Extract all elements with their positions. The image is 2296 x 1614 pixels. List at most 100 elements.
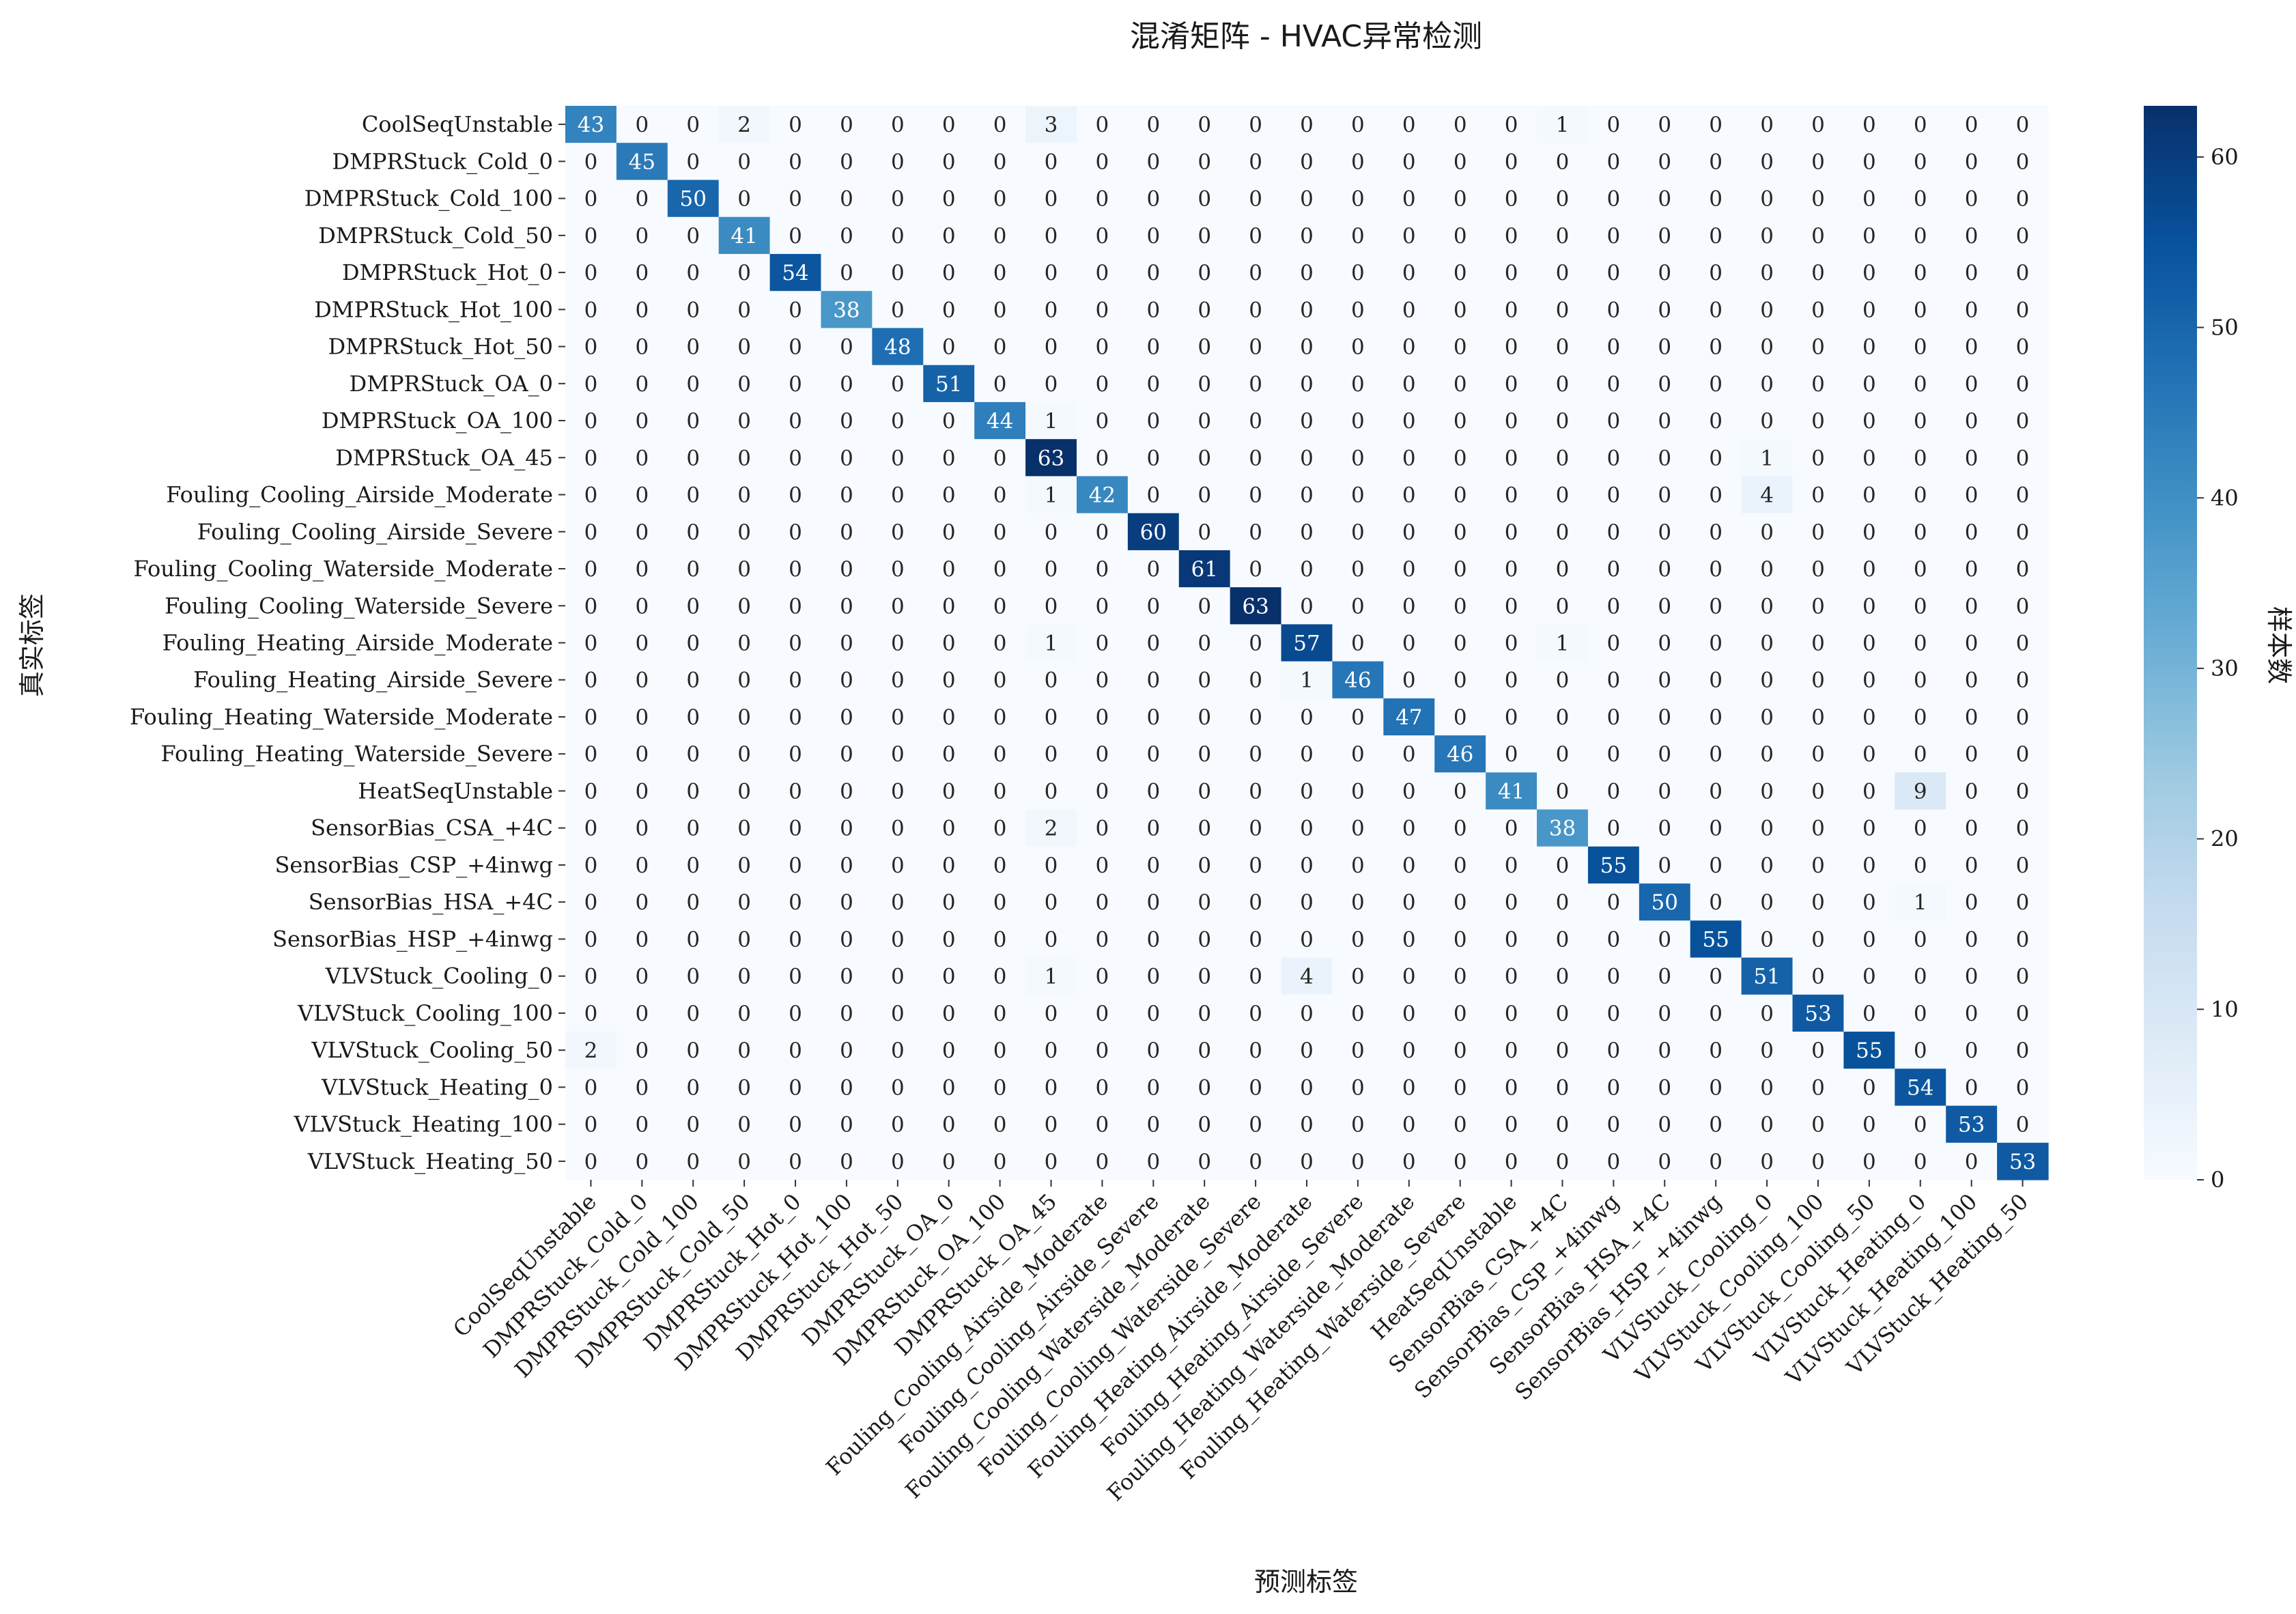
- heatmap-cell: [1792, 216, 1845, 255]
- cell-value-label: 0: [840, 779, 853, 804]
- cell-value-label: 0: [635, 1150, 649, 1174]
- heatmap-cell: [565, 328, 617, 366]
- heatmap-cell: [1639, 809, 1691, 847]
- cell-value-label: 0: [789, 965, 802, 989]
- heatmap-cell: [1434, 439, 1486, 477]
- heatmap-cell: [1895, 365, 1946, 403]
- cell-value-label: 0: [1045, 1038, 1058, 1063]
- heatmap-cell: [667, 920, 720, 959]
- cell-value-label: 0: [1505, 1038, 1518, 1063]
- cell-value-label: 0: [1300, 483, 1314, 508]
- cell-value-label: 0: [1965, 817, 1979, 841]
- cell-value-label: 0: [635, 965, 649, 989]
- heatmap-cell: [1127, 291, 1180, 329]
- cell-value-label: 0: [1811, 965, 1825, 989]
- cell-value-label: 0: [942, 927, 956, 952]
- cell-value-label: 0: [1454, 1150, 1467, 1174]
- cell-value-label: 0: [1045, 150, 1058, 174]
- heatmap-cell: [1690, 216, 1742, 255]
- cell-value-label: 0: [737, 594, 751, 619]
- heatmap-cell: [1281, 698, 1333, 736]
- cell-value-label: 0: [1505, 1075, 1518, 1100]
- cell-value-label: 0: [737, 1002, 751, 1026]
- cell-value-label: 0: [1300, 1038, 1314, 1063]
- heatmap-cell: [1486, 180, 1537, 218]
- heatmap-cell: [974, 365, 1026, 403]
- cell-value-label: 0: [1351, 817, 1365, 841]
- cell-value-label: 0: [1556, 520, 1570, 545]
- heatmap-cell: [1178, 550, 1231, 588]
- heatmap-cell: [718, 735, 771, 773]
- heatmap-cell: [1127, 1068, 1180, 1107]
- heatmap-cell: [1587, 180, 1640, 218]
- cell-value-label: 0: [1658, 742, 1671, 767]
- cell-value-label: 0: [993, 1150, 1007, 1174]
- cell-value-label: 0: [686, 853, 700, 878]
- heatmap-cell: [1486, 476, 1537, 514]
- cell-value-label: 0: [737, 632, 751, 656]
- cell-value-label: 0: [1914, 594, 1927, 619]
- heatmap-cell: [1639, 550, 1691, 588]
- heatmap-cell: [1486, 365, 1537, 403]
- heatmap-cell: [923, 439, 975, 477]
- cell-value-label: 1: [1760, 446, 1774, 470]
- heatmap-cell: [1997, 106, 2049, 143]
- cell-value-label: 0: [1096, 668, 1109, 693]
- cell-value-label: 0: [686, 1038, 700, 1063]
- heatmap-cell: [1383, 883, 1435, 921]
- heatmap-cell: [1690, 180, 1742, 218]
- heatmap-cell: [1639, 920, 1691, 959]
- cell-value-label: 0: [840, 446, 853, 470]
- cell-value-label: 0: [584, 335, 598, 360]
- cell-value-label: 0: [1862, 668, 1876, 693]
- heatmap-cell: [1843, 1068, 1895, 1107]
- cell-value-label: 0: [1146, 705, 1160, 730]
- cell-value-label: 0: [1249, 483, 1262, 508]
- heatmap-cell: [974, 550, 1026, 588]
- heatmap-cell: [1997, 1068, 2049, 1107]
- cell-value-label: 0: [942, 261, 956, 285]
- heatmap-cell: [1741, 365, 1794, 403]
- heatmap-cell: [1281, 661, 1333, 699]
- heatmap-cell: [1281, 401, 1333, 440]
- cell-value-label: 0: [840, 335, 853, 360]
- heatmap-cell: [1639, 883, 1691, 921]
- heatmap-cell: [1332, 180, 1384, 218]
- heatmap-cell-values: 43 0 0 2 0 0 0 0 0 3 0 0 0 0 0 0 0 0 0 1 0 0 0 0 0 0 0 0 00 45 0 0 0 0 0 0 0…: [578, 113, 2037, 1174]
- cell-value-label: 0: [840, 965, 853, 989]
- cell-value-label: 0: [993, 372, 1007, 397]
- heatmap-cell: [667, 809, 720, 847]
- cell-value-label: 0: [993, 335, 1007, 360]
- heatmap-cell: [1178, 846, 1231, 884]
- heatmap-cell: [1895, 846, 1946, 884]
- heatmap-cell: [1076, 920, 1129, 959]
- heatmap-cell: [1281, 772, 1333, 810]
- heatmap-cell: [1178, 365, 1231, 403]
- heatmap-cell: [1076, 735, 1129, 773]
- heatmap-cell: [974, 809, 1026, 847]
- cell-value-label: 0: [942, 668, 956, 693]
- cell-value-label: 0: [737, 261, 751, 285]
- heatmap-cell: [1792, 735, 1845, 773]
- heatmap-cell: [1895, 624, 1946, 662]
- heatmap-cell: [1127, 513, 1180, 551]
- cell-value-label: 0: [1146, 113, 1160, 137]
- heatmap-cell: [1332, 957, 1384, 995]
- cell-value-label: 0: [1351, 372, 1365, 397]
- cell-value-label: 0: [584, 668, 598, 693]
- cell-value-label: 0: [840, 224, 853, 249]
- cell-value-label: 0: [1914, 1038, 1927, 1063]
- cell-value-label: 0: [1096, 335, 1109, 360]
- heatmap-cell: [1332, 624, 1384, 662]
- cell-value-label: 0: [1045, 668, 1058, 693]
- heatmap-cell: [1178, 143, 1231, 181]
- cell-value-label: 0: [789, 1038, 802, 1063]
- heatmap-cell: [1997, 920, 2049, 959]
- heatmap-cell: [1127, 253, 1180, 292]
- cell-value-label: 0: [1351, 594, 1365, 619]
- cell-value-label: 0: [1249, 335, 1262, 360]
- cell-value-label: 0: [1709, 1113, 1723, 1137]
- heatmap-cell: [1434, 106, 1486, 143]
- cell-value-label: 0: [993, 742, 1007, 767]
- cell-value-label: 0: [1351, 224, 1365, 249]
